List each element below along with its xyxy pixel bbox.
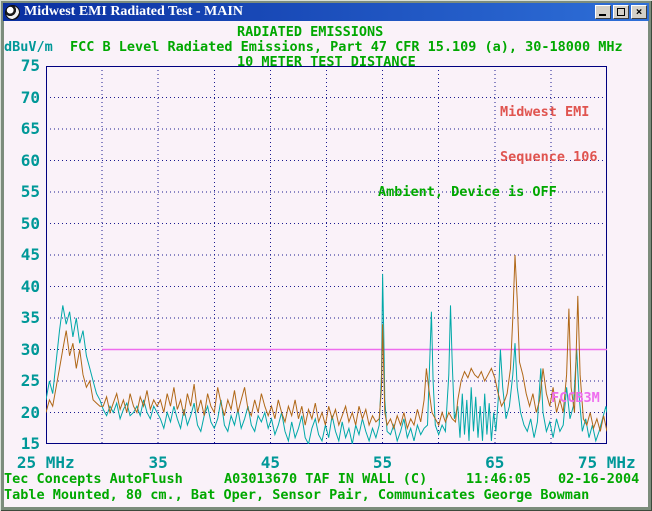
ambient-note: Ambient, Device is OFF — [378, 184, 557, 200]
y-axis-tick-label: 50 — [20, 213, 40, 233]
status-date: 02-16-2004 — [558, 471, 640, 487]
status-operator: Tec Concepts AutoFlush — [4, 471, 183, 487]
minimize-icon — [599, 14, 606, 16]
window-title: Midwest EMI Radiated Test - MAIN — [24, 4, 243, 19]
y-axis-tick-label: 45 — [20, 245, 40, 264]
y-axis-tick-label: 25 — [20, 371, 40, 390]
restore-button[interactable] — [613, 5, 629, 19]
x-axis-tick-label: 35 — [148, 453, 168, 472]
y-axis-tick-label: 70 — [20, 87, 40, 107]
y-axis-tick-label: 40 — [20, 276, 40, 296]
plot-border — [46, 66, 607, 444]
y-axis-tick-label: 30 — [20, 339, 40, 359]
y-axis-unit-label: dBuV/m — [4, 39, 53, 55]
y-axis-tick-label: 15 — [20, 434, 40, 453]
y-axis-tick-label: 75 — [20, 56, 40, 75]
x-axis-tick-label: 75 MHz — [577, 453, 636, 472]
close-icon: × — [635, 4, 643, 18]
restore-icon — [617, 8, 625, 16]
chart-client-area: RADIATED EMISSIONS dBuV/m FCC B Level Ra… — [4, 21, 648, 507]
run-label: Midwest EMI Sequence 106 — [500, 75, 598, 195]
x-axis-tick-label: 55 — [372, 453, 393, 472]
app-icon — [5, 4, 20, 20]
emissions-plot — [46, 66, 607, 444]
y-axis-tick-label: 55 — [20, 182, 40, 201]
test-distance-label: 10 METER TEST DISTANCE — [237, 54, 416, 70]
y-axis-tick-label: 35 — [20, 308, 40, 327]
x-axis-tick-label: 65 — [485, 453, 505, 472]
status-notes: Table Mounted, 80 cm., Bat Oper, Sensor … — [4, 487, 590, 503]
trace-ambient-trace-orange — [46, 254, 607, 432]
run-label-line2: Sequence 106 — [500, 149, 598, 165]
close-button[interactable]: × — [631, 5, 647, 19]
y-axis-tick-label: 65 — [20, 119, 40, 138]
x-axis-tick-label: 45 — [260, 453, 280, 472]
trace-ambient-trace-cyan — [46, 273, 607, 444]
limit-line-label: FCCB3M — [551, 390, 600, 406]
y-axis-tick-label: 60 — [20, 150, 40, 170]
chart-title: RADIATED EMISSIONS — [237, 24, 384, 40]
titlebar[interactable]: Midwest EMI Radiated Test - MAIN × — [3, 3, 649, 21]
x-axis-tick-label: 25 MHz — [16, 453, 75, 472]
run-label-line1: Midwest EMI — [500, 104, 590, 120]
minimize-button[interactable] — [595, 5, 611, 19]
status-device-id: A03013670 TAF IN WALL (C) — [224, 471, 428, 487]
y-axis-tick-label: 20 — [20, 402, 40, 422]
status-time: 11:46:05 — [466, 471, 532, 487]
window-controls: × — [595, 5, 647, 19]
chart-subtitle: FCC B Level Radiated Emissions, Part 47 … — [70, 39, 623, 55]
